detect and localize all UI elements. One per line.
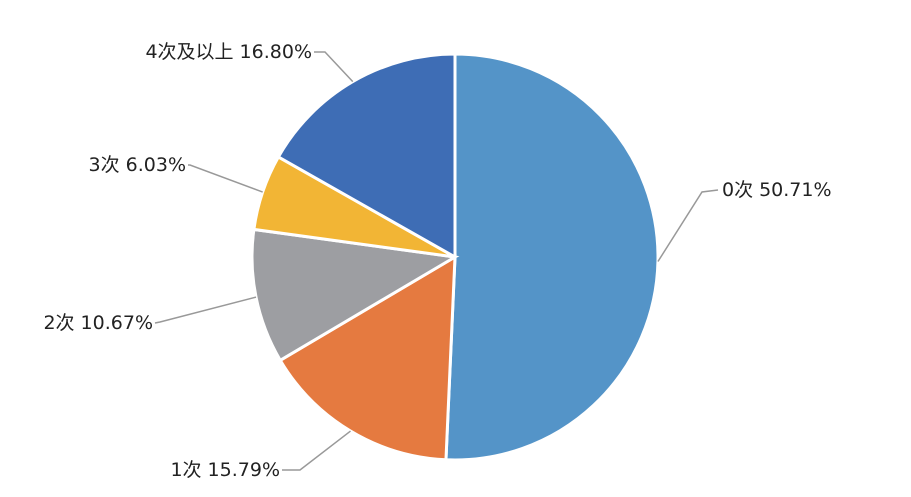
slice-label: 4次及以上 16.80% xyxy=(145,41,312,63)
leader-line xyxy=(188,164,263,193)
leader-line xyxy=(282,430,351,471)
category-label: 0次 xyxy=(722,179,753,201)
slice-label: 1次 15.79% xyxy=(170,459,280,481)
value-label: 15.79% xyxy=(208,459,280,481)
slice-label: 0次 50.71% xyxy=(722,179,832,201)
pie-slice xyxy=(278,254,457,462)
leader-line xyxy=(314,51,354,83)
value-label: 50.71% xyxy=(759,179,831,201)
pie-slice xyxy=(276,52,457,260)
value-label: 16.80% xyxy=(240,41,312,63)
value-label: 10.67% xyxy=(81,312,153,334)
slice-label: 2次 10.67% xyxy=(43,312,153,334)
leader-line xyxy=(154,296,257,324)
leader-line xyxy=(657,189,719,262)
category-label: 4次及以上 xyxy=(145,41,233,63)
pie-slice xyxy=(444,52,660,462)
value-label: 6.03% xyxy=(126,154,186,176)
category-label: 3次 xyxy=(89,154,120,176)
slice-label: 3次 6.03% xyxy=(89,154,186,176)
category-label: 1次 xyxy=(170,459,201,481)
category-label: 2次 xyxy=(43,312,74,334)
